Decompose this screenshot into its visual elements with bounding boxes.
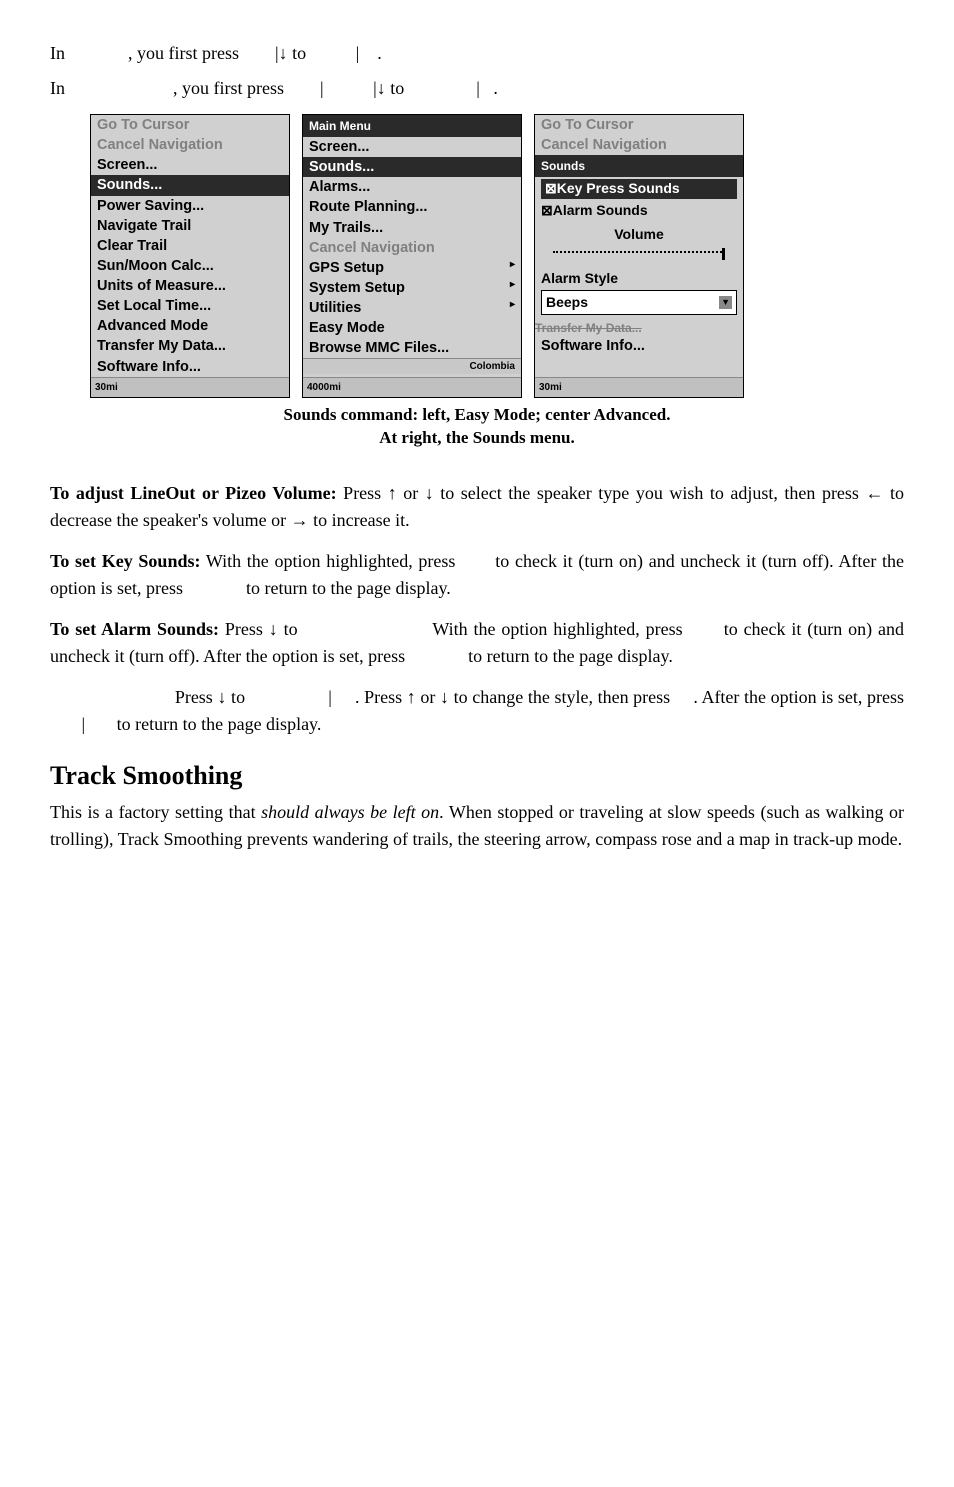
right-menu-footer: 30mi [535,377,743,397]
center-menu-item[interactable]: Sounds... [303,157,521,177]
center-menu-footer: 4000mi [303,377,521,397]
p3-d: to return to the page display. [464,646,673,666]
center-menu-item[interactable]: Route Planning... [303,197,521,217]
right-scale: 30mi [539,380,562,395]
left-menu-item[interactable]: Set Local Time... [91,296,289,316]
left-menu-item[interactable]: Sounds... [91,175,289,195]
track-smoothing-heading: Track Smoothing [50,756,904,795]
caption-line1: Sounds command: left, Easy Mode; center … [284,405,671,424]
intro2-pipe: | [320,78,324,98]
left-menu-item: Cancel Navigation [91,135,289,155]
left-menu-item[interactable]: Sun/Moon Calc... [91,256,289,276]
software-info-item[interactable]: Software Info... [535,336,743,356]
center-menu-header: Main Menu [303,115,521,137]
center-menu-item[interactable]: Utilities▸ [303,298,521,318]
dropdown-value: Beeps [546,292,588,313]
intro-line-1: In , you first press |↓ to | . [50,40,904,67]
left-menu-item[interactable]: Advanced Mode [91,316,289,336]
sounds-panel: ⊠Key Press Sounds ⊠Alarm Sounds Volume A… [535,177,743,321]
p4-c: . After the option is set, press [693,687,904,707]
p4-b: . Press ↑ or ↓ to change the style, then… [355,687,675,707]
intro1-end: | [356,43,360,63]
para-keysounds: To set Key Sounds: With the option highl… [50,548,904,602]
center-menu-item[interactable]: System Setup▸ [303,278,521,298]
p4-d: to return to the page display. [112,714,321,734]
center-menu-item[interactable]: Easy Mode [303,318,521,338]
left-menu-item[interactable]: Software Info... [91,357,289,377]
chevron-down-icon: ▼ [719,296,732,310]
p2-a: With the option highlighted, press [200,551,461,571]
right-menu-item: Go To Cursor [535,115,743,135]
p5-a: This is a factory setting that [50,802,261,822]
alarm-sounds-checkbox[interactable]: ⊠Alarm Sounds [541,199,737,222]
screenshots-row: Go To CursorCancel NavigationScreen...So… [90,114,904,398]
intro2-mid: , you first press [173,78,284,98]
center-menu-item: Cancel Navigation [303,238,521,258]
left-scale: 30mi [95,380,118,395]
p4-a: Press ↓ to [175,687,250,707]
left-menu-footer: 30mi [91,377,289,397]
transfer-data-strike: Transfer My Data... [535,321,743,336]
p2-bold: To set Key Sounds: [50,551,200,571]
alarm-style-label: Alarm Style [541,267,737,290]
figure-caption: Sounds command: left, Easy Mode; center … [50,404,904,450]
center-menu-box: Main Menu Screen...Sounds...Alarms...Rou… [302,114,522,398]
center-menu-item[interactable]: GPS Setup▸ [303,258,521,278]
right-menu-box: Go To CursorCancel Navigation Sounds ⊠Ke… [534,114,744,398]
left-menu-item[interactable]: Navigate Trail [91,216,289,236]
left-menu-item[interactable]: Units of Measure... [91,276,289,296]
center-menu-item[interactable]: Alarms... [303,177,521,197]
right-menu-item: Cancel Navigation [535,135,743,155]
para-lineout: To adjust LineOut or Pizeo Volume: Press… [50,480,904,534]
para-alarmstyle: Press ↓ to | . Press ↑ or ↓ to change th… [50,684,904,738]
sounds-panel-header: Sounds [535,155,743,177]
p4-pipe: | [328,687,332,707]
caption-line2: At right, the Sounds menu. [379,428,575,447]
left-menu-item: Go To Cursor [91,115,289,135]
left-menu-box: Go To CursorCancel NavigationScreen...So… [90,114,290,398]
submenu-arrow-icon: ▸ [510,259,515,272]
p3-a: Press ↓ to [219,619,304,639]
alarm-style-dropdown[interactable]: Beeps ▼ [541,290,737,315]
left-menu-item[interactable]: Screen... [91,155,289,175]
colombia-label: Colombia [303,358,521,374]
para-tracksmoothing: This is a factory setting that should al… [50,799,904,853]
submenu-arrow-icon: ▸ [510,279,515,292]
center-menu-item[interactable]: Screen... [303,137,521,157]
left-menu-item[interactable]: Transfer My Data... [91,336,289,356]
p5-italic: should always be left on [261,802,439,822]
p4-pipe2: | [82,714,86,734]
center-menu-item[interactable]: My Trails... [303,218,521,238]
intro1-pre: In [50,43,65,63]
p3-b: With the option highlighted, press [427,619,689,639]
center-menu-item[interactable]: Browse MMC Files... [303,338,521,358]
intro2-arrow: |↓ to [373,78,404,98]
intro2-end: | [476,78,480,98]
intro-line-2: In , you first press | |↓ to | . [50,75,904,102]
left-menu-item[interactable]: Power Saving... [91,196,289,216]
p3-bold: To set Alarm Sounds: [50,619,219,639]
p1-bold: To adjust LineOut or Pizeo Volume: [50,483,337,503]
para-alarmsounds: To set Alarm Sounds: Press ↓ to With the… [50,616,904,670]
intro1-mid: , you first press [128,43,239,63]
left-menu-item[interactable]: Clear Trail [91,236,289,256]
intro1-arrow: |↓ to [275,43,306,63]
submenu-arrow-icon: ▸ [510,299,515,312]
center-scale: 4000mi [307,380,341,395]
p2-c: to return to the page display. [242,578,451,598]
volume-label: Volume [541,222,737,245]
key-press-sounds-checkbox[interactable]: ⊠Key Press Sounds [541,179,737,199]
volume-slider[interactable] [553,251,725,259]
intro2-pre: In [50,78,65,98]
